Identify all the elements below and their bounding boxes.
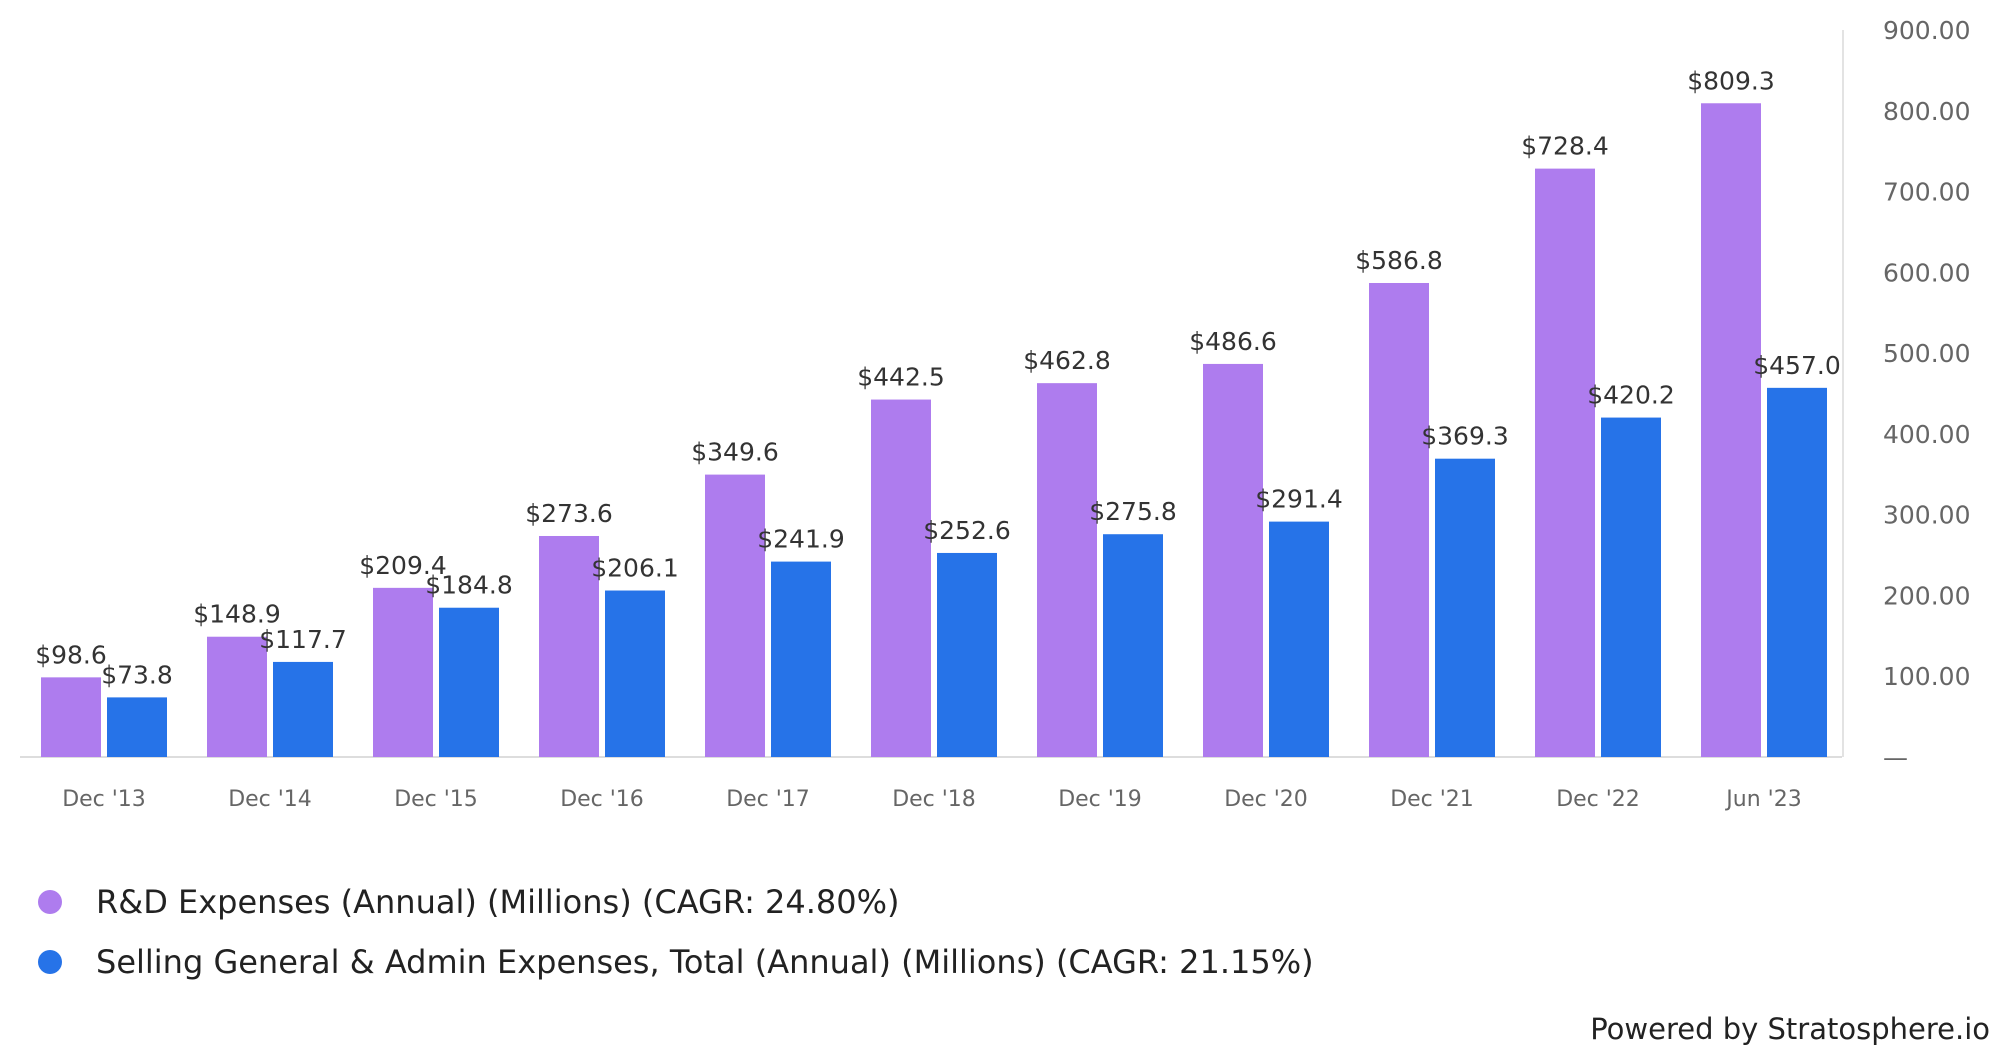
legend-item-rd[interactable]: R&D Expenses (Annual) (Millions) (CAGR: … — [38, 872, 1314, 932]
y-tick-label: 400.00 — [1883, 420, 1970, 449]
bar-rd-expenses[interactable] — [1535, 168, 1595, 757]
bar-rd-expenses[interactable] — [539, 535, 599, 757]
x-tick-label: Dec '14 — [228, 787, 312, 812]
legend-item-sga[interactable]: Selling General & Admin Expenses, Total … — [38, 932, 1314, 992]
x-tick-label: Dec '19 — [1058, 787, 1142, 812]
data-label: $117.7 — [259, 625, 346, 654]
x-tick-label: Dec '22 — [1556, 787, 1640, 812]
y-tick-label: 800.00 — [1883, 97, 1970, 126]
y-tick-label: 900.00 — [1883, 16, 1970, 45]
x-tick-label: Jun '23 — [1724, 787, 1801, 812]
data-label: $252.6 — [923, 516, 1010, 545]
data-label: $184.8 — [425, 571, 512, 600]
bar-sga-expenses[interactable] — [937, 552, 997, 757]
footer-credit: Powered by Stratosphere.io — [1590, 1012, 1990, 1046]
x-tick-label: Dec '15 — [394, 787, 478, 812]
bar-rd-expenses[interactable] — [373, 587, 433, 757]
data-label: $273.6 — [525, 499, 612, 528]
bar-sga-expenses[interactable] — [273, 661, 333, 757]
data-label: $728.4 — [1521, 132, 1608, 161]
legend-label-sga: Selling General & Admin Expenses, Total … — [96, 943, 1314, 981]
bar-sga-expenses[interactable] — [1269, 521, 1329, 757]
bars-layer — [41, 103, 1827, 757]
data-label: $98.6 — [35, 640, 107, 669]
legend-dot-icon — [38, 890, 62, 914]
bar-rd-expenses[interactable] — [1701, 103, 1761, 757]
bar-sga-expenses[interactable] — [439, 607, 499, 757]
bar-chart: $98.6$73.8 $148.9$117.7 $209.4$184.8 $273.6… — [20, 16, 1970, 812]
y-tick-label: 500.00 — [1883, 339, 1970, 368]
bar-sga-expenses[interactable] — [1435, 458, 1495, 757]
data-label: $73.8 — [101, 660, 173, 689]
x-tick-label: Dec '17 — [726, 787, 810, 812]
bar-sga-expenses[interactable] — [1601, 417, 1661, 757]
y-tick-label: 100.00 — [1883, 662, 1970, 691]
y-tick-labels: — 100.00 200.00 300.00 400.00 500.00 600.00 700… — [1883, 16, 1970, 772]
data-label: $349.6 — [691, 438, 778, 467]
data-label: $291.4 — [1255, 485, 1342, 514]
data-label: $457.0 — [1753, 351, 1840, 380]
bar-sga-expenses[interactable] — [605, 590, 665, 757]
x-tick-label: Dec '18 — [892, 787, 976, 812]
data-label: $462.8 — [1023, 346, 1110, 375]
y-tick-label: 600.00 — [1883, 258, 1970, 287]
legend-dot-icon — [38, 950, 62, 974]
data-label: $275.8 — [1089, 497, 1176, 526]
bar-sga-expenses[interactable] — [107, 697, 167, 757]
y-tick-label: — — [1883, 743, 1908, 772]
data-label: $486.6 — [1189, 327, 1276, 356]
bar-rd-expenses[interactable] — [207, 636, 267, 757]
bar-sga-expenses[interactable] — [1767, 387, 1827, 757]
x-tick-label: Dec '20 — [1224, 787, 1308, 812]
y-tick-label: 300.00 — [1883, 501, 1970, 530]
x-tick-labels: Dec '13 Dec '14 Dec '15 Dec '16 Dec '17 Dec '… — [62, 787, 1802, 812]
bar-rd-expenses[interactable] — [41, 677, 101, 757]
data-label: $586.8 — [1355, 246, 1442, 275]
data-label: $209.4 — [359, 551, 446, 580]
legend-label-rd: R&D Expenses (Annual) (Millions) (CAGR: … — [96, 883, 900, 921]
data-label: $420.2 — [1587, 381, 1674, 410]
data-label: $809.3 — [1687, 66, 1774, 95]
data-label: $442.5 — [857, 363, 944, 392]
bar-sga-expenses[interactable] — [771, 561, 831, 757]
bar-rd-expenses[interactable] — [1203, 363, 1263, 757]
bar-rd-expenses[interactable] — [705, 474, 765, 757]
bar-rd-expenses[interactable] — [871, 399, 931, 757]
data-label: $369.3 — [1421, 422, 1508, 451]
data-label: $241.9 — [757, 525, 844, 554]
x-tick-label: Dec '21 — [1390, 787, 1474, 812]
bar-rd-expenses[interactable] — [1037, 383, 1097, 757]
x-tick-label: Dec '13 — [62, 787, 146, 812]
y-tick-label: 200.00 — [1883, 581, 1970, 610]
y-tick-label: 700.00 — [1883, 178, 1970, 207]
data-labels-layer: $98.6$73.8 $148.9$117.7 $209.4$184.8 $273.6… — [35, 66, 1841, 689]
data-label: $148.9 — [193, 600, 280, 629]
bar-sga-expenses[interactable] — [1103, 534, 1163, 757]
bar-rd-expenses[interactable] — [1369, 282, 1429, 757]
legend: R&D Expenses (Annual) (Millions) (CAGR: … — [38, 872, 1314, 992]
x-tick-label: Dec '16 — [560, 787, 644, 812]
data-label: $206.1 — [591, 554, 678, 583]
